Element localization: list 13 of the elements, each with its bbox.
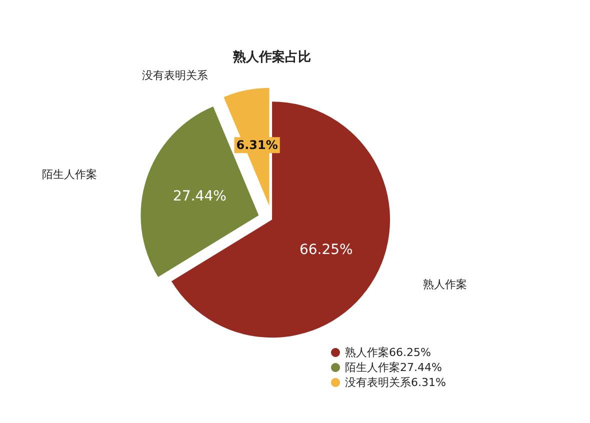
legend-label: 没有表明关系: [345, 376, 411, 389]
legend-label: 熟人作案: [345, 346, 389, 359]
data-label: 66.25%: [389, 346, 431, 359]
legend-label: 陌生人作案: [345, 361, 400, 374]
text: 66.25%: [299, 242, 353, 258]
slice-label: 熟人作案: [423, 278, 468, 292]
data-label: 27.44%: [173, 188, 226, 204]
text: 6.31%: [411, 376, 446, 389]
slice-label: 没有表明关系: [142, 69, 208, 82]
chart-title: 熟人作案占比: [232, 49, 311, 65]
data-label: 6.31%: [236, 138, 278, 152]
slice-label: 陌生人作案: [42, 168, 98, 181]
text: 27.44%: [400, 361, 442, 374]
